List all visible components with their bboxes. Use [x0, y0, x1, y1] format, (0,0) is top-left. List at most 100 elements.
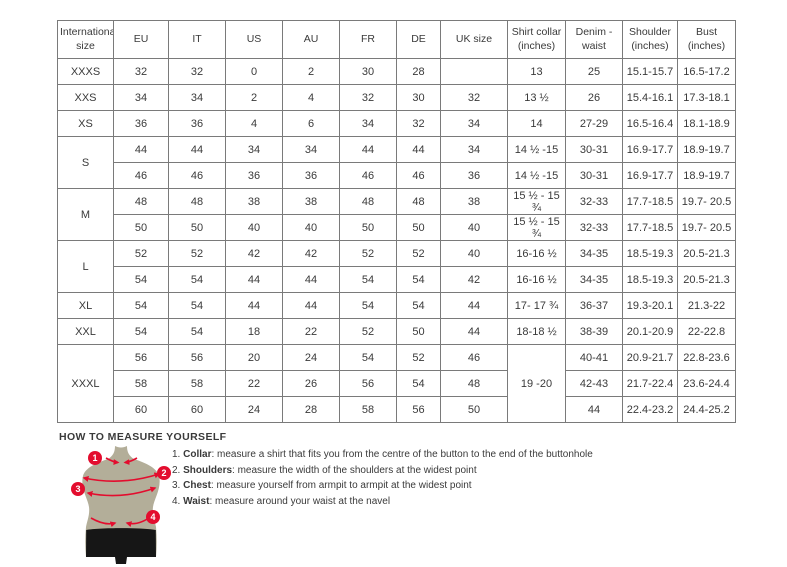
mannequin-illustration: 1 2 3 4 [71, 446, 171, 564]
table-cell: 34 [440, 136, 508, 163]
table-cell: 42-43 [565, 370, 623, 397]
table-cell: 42 [282, 240, 340, 267]
table-cell: 18.1-18.9 [677, 110, 736, 137]
table-cell: 18 [225, 318, 283, 345]
step-text: : measure a shirt that fits you from the… [211, 449, 593, 460]
table-cell: 17.7-18.5 [622, 188, 678, 215]
table-cell: 16.9-17.7 [622, 162, 678, 189]
table-cell: 32 [396, 110, 441, 137]
table-cell: 18.9-19.7 [677, 162, 736, 189]
table-cell: 46 [396, 162, 441, 189]
table-cell: 20.5-21.3 [677, 266, 736, 293]
table-row: M 48 48 38 38 48 48 38 15 ½ - 15 ¾ 32-33 17.7-18.5… [57, 188, 736, 241]
table-cell: 44 [282, 266, 340, 293]
table-cell: 44 [282, 292, 340, 319]
table-row: 58 58 22 26 56 54 48 42-43 21.7-22.4 23.6-24.4 [58, 370, 736, 397]
column-header: International size [57, 20, 114, 59]
table-cell: 40 [440, 240, 508, 267]
table-cell: 24.4-25.2 [677, 396, 736, 423]
size-chart: International size EU IT US AU FR DE UK size Shi… [57, 20, 736, 423]
table-cell: 16-16 ½ [507, 266, 566, 293]
table-cell: 22.4-23.2 [622, 396, 678, 423]
table-cell: 36 [440, 162, 508, 189]
table-cell: 15.1-15.7 [622, 58, 678, 85]
table-cell: 44 [225, 266, 283, 293]
table-cell: XXXS [57, 58, 114, 85]
column-header: Denim - waist [565, 20, 623, 59]
table-cell: 54 [339, 344, 397, 371]
column-header: UK size [440, 20, 508, 59]
table-cell: 32-33 [565, 188, 623, 215]
measure-step: 1. Collar: measure a shirt that fits you… [172, 447, 593, 463]
table-row: XL 54 54 44 44 54 54 44 17- 17 ¾ 36-37 19.3-20.1 21… [57, 292, 736, 319]
table-cell: XXXL [57, 344, 114, 423]
table-cell: 52 [339, 240, 397, 267]
table-cell: 42 [440, 266, 508, 293]
table-row: 50 50 40 40 50 50 40 15 ½ - 15 ¾ 32-33 17.7-18.5 1… [58, 214, 736, 241]
table-cell: 19 -20 [507, 344, 566, 423]
table-cell: XXS [57, 84, 114, 111]
marker-3-label: 3 [75, 484, 80, 494]
table-cell: 44 [565, 396, 623, 423]
column-header: Shirt collar (inches) [507, 20, 566, 59]
table-cell: 14 ½ -15 [507, 136, 566, 163]
table-cell [440, 58, 508, 85]
column-header: US [225, 20, 283, 59]
table-cell: 26 [565, 84, 623, 111]
table-cell: 48 [339, 188, 397, 215]
table-cell: 50 [396, 214, 441, 241]
table-cell: 22.8-23.6 [677, 344, 736, 371]
table-cell: 60 [113, 396, 169, 423]
column-header: Shoulder (inches) [622, 20, 678, 59]
table-cell: 34 [113, 84, 169, 111]
table-cell: 17.3-18.1 [677, 84, 736, 111]
table-cell: 17- 17 ¾ [507, 292, 566, 319]
table-cell: 24 [225, 396, 283, 423]
table-cell: 6 [282, 110, 340, 137]
table-cell: 54 [168, 318, 226, 345]
table-cell: 54 [168, 292, 226, 319]
table-cell: 21.7-22.4 [622, 370, 678, 397]
table-cell: 15.4-16.1 [622, 84, 678, 111]
table-cell: 15 ½ - 15 ¾ [507, 214, 566, 241]
table-cell: 17.7-18.5 [622, 214, 678, 241]
table-cell: 30 [396, 84, 441, 111]
table-cell: 50 [113, 214, 169, 241]
table-cell: 24 [282, 344, 340, 371]
table-cell: 58 [339, 396, 397, 423]
table-cell: 20 [225, 344, 283, 371]
table-cell: 40-41 [565, 344, 623, 371]
mannequin-shorts [86, 528, 156, 557]
table-cell: 22-22.8 [677, 318, 736, 345]
table-cell: 27-29 [565, 110, 623, 137]
table-cell: 44 [396, 136, 441, 163]
table-cell: 38 [225, 188, 283, 215]
table-cell: 21.3-22 [677, 292, 736, 319]
table-cell: 18.5-19.3 [622, 266, 678, 293]
column-header: Bust (inches) [677, 20, 736, 59]
table-cell: 13 ½ [507, 84, 566, 111]
table-cell: 13 [507, 58, 566, 85]
measure-step: 3. Chest: measure yourself from armpit t… [172, 478, 592, 494]
table-cell: 25 [565, 58, 623, 85]
table-cell: 34 [282, 136, 340, 163]
table-cell: 40 [282, 214, 340, 241]
table-cell: 19.3-20.1 [622, 292, 678, 319]
size-chart-table: International size EU IT US AU FR DE UK size Shi… [57, 20, 736, 423]
table-cell: 52 [396, 344, 441, 371]
mannequin-stand [115, 557, 127, 564]
step-label: Waist [183, 495, 210, 507]
marker-2-label: 2 [161, 468, 166, 478]
table-cell: 36 [282, 162, 340, 189]
table-cell: 38-39 [565, 318, 623, 345]
table-cell: 22 [225, 370, 283, 397]
table-cell: 46 [113, 162, 169, 189]
table-cell: S [57, 136, 114, 189]
table-cell: XXL [57, 318, 114, 345]
measure-step: 2. Shoulders: measure the width of the s… [172, 463, 592, 479]
column-header: AU [282, 20, 340, 59]
table-cell: 48 [396, 188, 441, 215]
table-row: L 52 52 42 42 52 52 40 16-16 ½ 34-35 18.5-19.3 20.5… [57, 240, 736, 293]
table-row: XXL 54 54 18 22 52 50 44 18-18 ½ 38-39 20.1-20.9 22… [57, 318, 736, 345]
table-cell: 30-31 [565, 162, 623, 189]
